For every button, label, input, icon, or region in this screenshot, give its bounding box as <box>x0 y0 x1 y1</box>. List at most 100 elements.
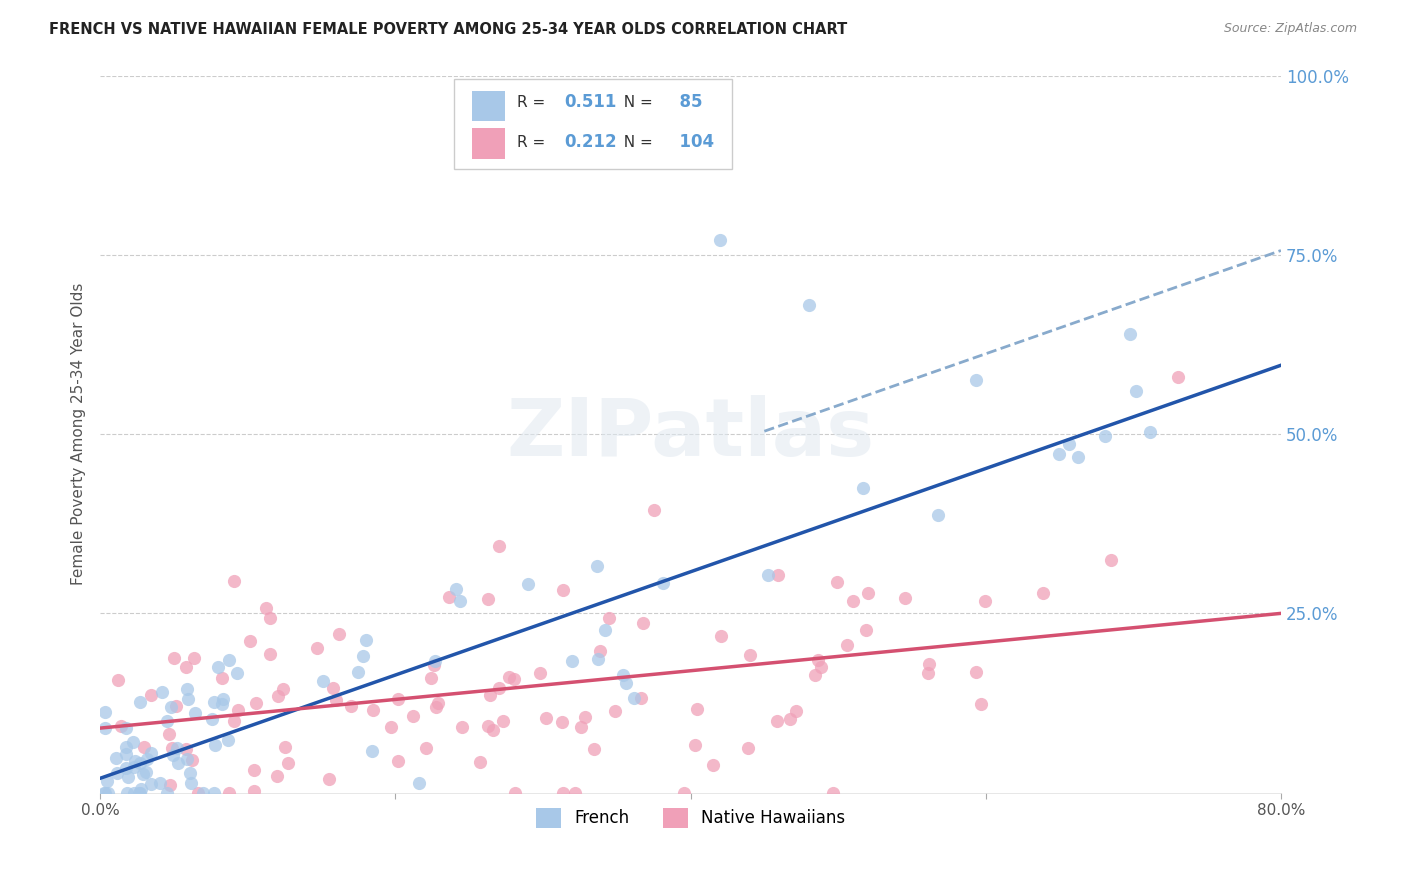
Point <box>159 778 181 792</box>
Point <box>174 742 197 756</box>
Point <box>702 758 724 772</box>
Text: ZIPatlas: ZIPatlas <box>506 395 875 473</box>
Point <box>651 576 673 591</box>
Point <box>136 752 159 766</box>
Point <box>239 633 262 648</box>
Point <box>159 699 181 714</box>
Point <box>318 772 340 787</box>
Point <box>965 373 987 387</box>
Y-axis label: Female Poverty Among 25-34 Year Olds: Female Poverty Among 25-34 Year Olds <box>72 283 86 585</box>
Point <box>477 591 499 606</box>
Point <box>574 710 596 724</box>
Point <box>444 582 467 597</box>
Point <box>122 734 145 748</box>
Point <box>564 786 586 800</box>
Text: Source: ZipAtlas.com: Source: ZipAtlas.com <box>1223 22 1357 36</box>
Point <box>709 234 731 248</box>
Point <box>115 761 138 775</box>
Point <box>191 786 214 800</box>
Point <box>965 665 987 680</box>
Point <box>174 660 197 674</box>
Point <box>135 764 157 779</box>
Point <box>152 685 174 699</box>
Point <box>128 786 150 800</box>
Point <box>105 751 128 765</box>
Point <box>211 697 233 711</box>
Point <box>184 706 207 720</box>
Point <box>277 756 299 770</box>
FancyBboxPatch shape <box>472 90 505 120</box>
Text: R =: R = <box>517 135 550 150</box>
Point <box>139 688 162 702</box>
Point <box>325 693 347 707</box>
Point <box>503 673 526 687</box>
Text: 0.212: 0.212 <box>564 133 617 151</box>
Point <box>181 753 204 767</box>
Point <box>633 616 655 631</box>
Point <box>1125 384 1147 398</box>
Point <box>117 770 139 784</box>
Point <box>132 739 155 754</box>
Point <box>797 298 820 312</box>
Point <box>1119 326 1142 341</box>
Point <box>842 593 865 607</box>
Point <box>598 610 620 624</box>
Point <box>387 754 409 768</box>
Point <box>166 756 188 770</box>
Point <box>159 727 181 741</box>
Point <box>312 674 335 689</box>
Point <box>352 648 374 663</box>
Point <box>139 777 162 791</box>
Point <box>498 670 520 684</box>
Point <box>222 714 245 729</box>
Point <box>765 714 787 728</box>
Point <box>927 508 949 522</box>
Point <box>779 712 801 726</box>
Point <box>534 711 557 725</box>
Point <box>551 715 574 730</box>
Point <box>852 481 875 495</box>
Point <box>267 689 290 703</box>
Point <box>347 665 370 679</box>
Point <box>1059 436 1081 450</box>
Point <box>129 695 152 709</box>
Point <box>165 698 187 713</box>
Point <box>107 673 129 687</box>
Point <box>129 786 152 800</box>
Point <box>176 752 198 766</box>
Point <box>176 682 198 697</box>
Point <box>1032 585 1054 599</box>
Point <box>305 640 328 655</box>
Point <box>576 154 599 169</box>
Point <box>810 659 832 673</box>
Point <box>969 697 991 711</box>
Point <box>211 671 233 685</box>
Point <box>122 760 145 774</box>
Point <box>96 774 118 789</box>
Point <box>408 775 430 789</box>
Point <box>973 594 995 608</box>
Point <box>122 786 145 800</box>
Point <box>361 703 384 717</box>
Point <box>259 647 281 661</box>
Point <box>1139 425 1161 440</box>
Point <box>503 786 526 800</box>
Point <box>426 696 449 710</box>
Point <box>156 786 179 800</box>
Point <box>225 665 247 680</box>
Text: R =: R = <box>517 95 550 110</box>
Point <box>437 591 460 605</box>
Point <box>156 714 179 728</box>
Point <box>423 654 446 668</box>
FancyBboxPatch shape <box>472 128 505 159</box>
Point <box>162 748 184 763</box>
Text: 104: 104 <box>668 133 714 151</box>
Point <box>821 786 844 800</box>
Text: FRENCH VS NATIVE HAWAIIAN FEMALE POVERTY AMONG 25-34 YEAR OLDS CORRELATION CHART: FRENCH VS NATIVE HAWAIIAN FEMALE POVERTY… <box>49 22 848 37</box>
Point <box>179 765 201 780</box>
Point <box>110 719 132 733</box>
Point <box>1167 369 1189 384</box>
Point <box>207 660 229 674</box>
Point <box>529 666 551 681</box>
Point <box>212 692 235 706</box>
